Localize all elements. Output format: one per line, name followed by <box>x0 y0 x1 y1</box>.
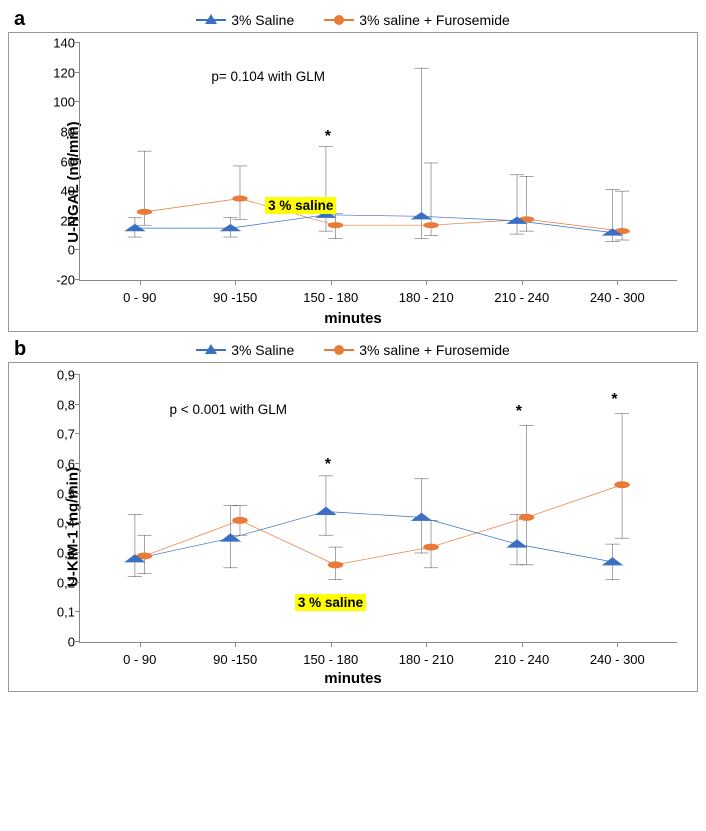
x-tick-label: 150 - 180 <box>303 652 358 667</box>
significance-star: * <box>611 391 617 409</box>
chart-b-xlabel: minutes <box>324 670 382 687</box>
x-tick-label: 0 - 90 <box>123 290 156 305</box>
x-tick-label: 210 - 240 <box>494 290 549 305</box>
chart-a-xlabel: minutes <box>324 310 382 327</box>
x-tick-label: 0 - 90 <box>123 652 156 667</box>
x-tick-label: 90 -150 <box>213 652 257 667</box>
legend-item-furo-b: 3% saline + Furosemide <box>324 342 510 358</box>
y-tick-label: 0 <box>40 243 75 258</box>
saline-highlight-label: 3 % saline <box>265 197 336 214</box>
y-tick-label: 0,6 <box>40 457 75 472</box>
legend-item-saline: 3% Saline <box>196 12 294 28</box>
panel-b: b 3% Saline 3% saline + Furosemide U-KIM… <box>8 340 698 692</box>
y-tick-label: 0,2 <box>40 575 75 590</box>
saline-highlight-label: 3 % saline <box>295 594 366 611</box>
y-tick-label: 80 <box>40 124 75 139</box>
y-tick-label: 0,5 <box>40 486 75 501</box>
x-tick-label: 240 - 300 <box>590 652 645 667</box>
legend-furo-text: 3% saline + Furosemide <box>359 12 510 28</box>
x-tick-label: 180 - 210 <box>399 290 454 305</box>
panel-b-label: b <box>14 338 26 361</box>
y-tick-label: 0 <box>40 635 75 650</box>
chart-b-plot: 00,10,20,30,40,50,60,70,80,90 - 9090 -15… <box>79 375 677 643</box>
chart-b-wrap: U-KIM-1 (ng/min) minutes 00,10,20,30,40,… <box>8 362 698 692</box>
significance-star: * <box>325 128 331 146</box>
legend-saline-text-b: 3% Saline <box>231 342 294 358</box>
y-tick-label: 0,4 <box>40 516 75 531</box>
chart-a-wrap: U-NGAL (ng/min) minutes -200204060801001… <box>8 32 698 332</box>
panel-a-label: a <box>14 8 25 31</box>
y-tick-label: 0,8 <box>40 397 75 412</box>
y-tick-label: 0,1 <box>40 605 75 620</box>
legend-item-furo: 3% saline + Furosemide <box>324 12 510 28</box>
y-tick-label: 40 <box>40 184 75 199</box>
x-tick-label: 90 -150 <box>213 290 257 305</box>
p-value-text: p= 0.104 with GLM <box>211 69 325 84</box>
y-tick-label: 0,9 <box>40 368 75 383</box>
legend-furo-text-b: 3% saline + Furosemide <box>359 342 510 358</box>
y-tick-label: 0,3 <box>40 546 75 561</box>
y-tick-label: -20 <box>40 273 75 288</box>
legend-item-saline-b: 3% Saline <box>196 342 294 358</box>
chart-a-plot: -200204060801001201400 - 9090 -150150 - … <box>79 43 677 281</box>
legend-b: 3% Saline 3% saline + Furosemide <box>8 340 698 362</box>
y-tick-label: 0,7 <box>40 427 75 442</box>
x-tick-label: 240 - 300 <box>590 290 645 305</box>
legend-saline-text: 3% Saline <box>231 12 294 28</box>
significance-star: * <box>516 403 522 421</box>
panel-a: a 3% Saline 3% saline + Furosemide U-NGA… <box>8 10 698 332</box>
x-tick-label: 210 - 240 <box>494 652 549 667</box>
y-tick-label: 100 <box>40 95 75 110</box>
y-tick-label: 120 <box>40 65 75 80</box>
chart-a-svg <box>80 43 677 280</box>
y-tick-label: 140 <box>40 36 75 51</box>
x-tick-label: 180 - 210 <box>399 652 454 667</box>
legend-a: 3% Saline 3% saline + Furosemide <box>8 10 698 32</box>
y-tick-label: 60 <box>40 154 75 169</box>
x-tick-label: 150 - 180 <box>303 290 358 305</box>
p-value-text: p < 0.001 with GLM <box>170 402 287 417</box>
y-tick-label: 20 <box>40 213 75 228</box>
significance-star: * <box>325 456 331 474</box>
